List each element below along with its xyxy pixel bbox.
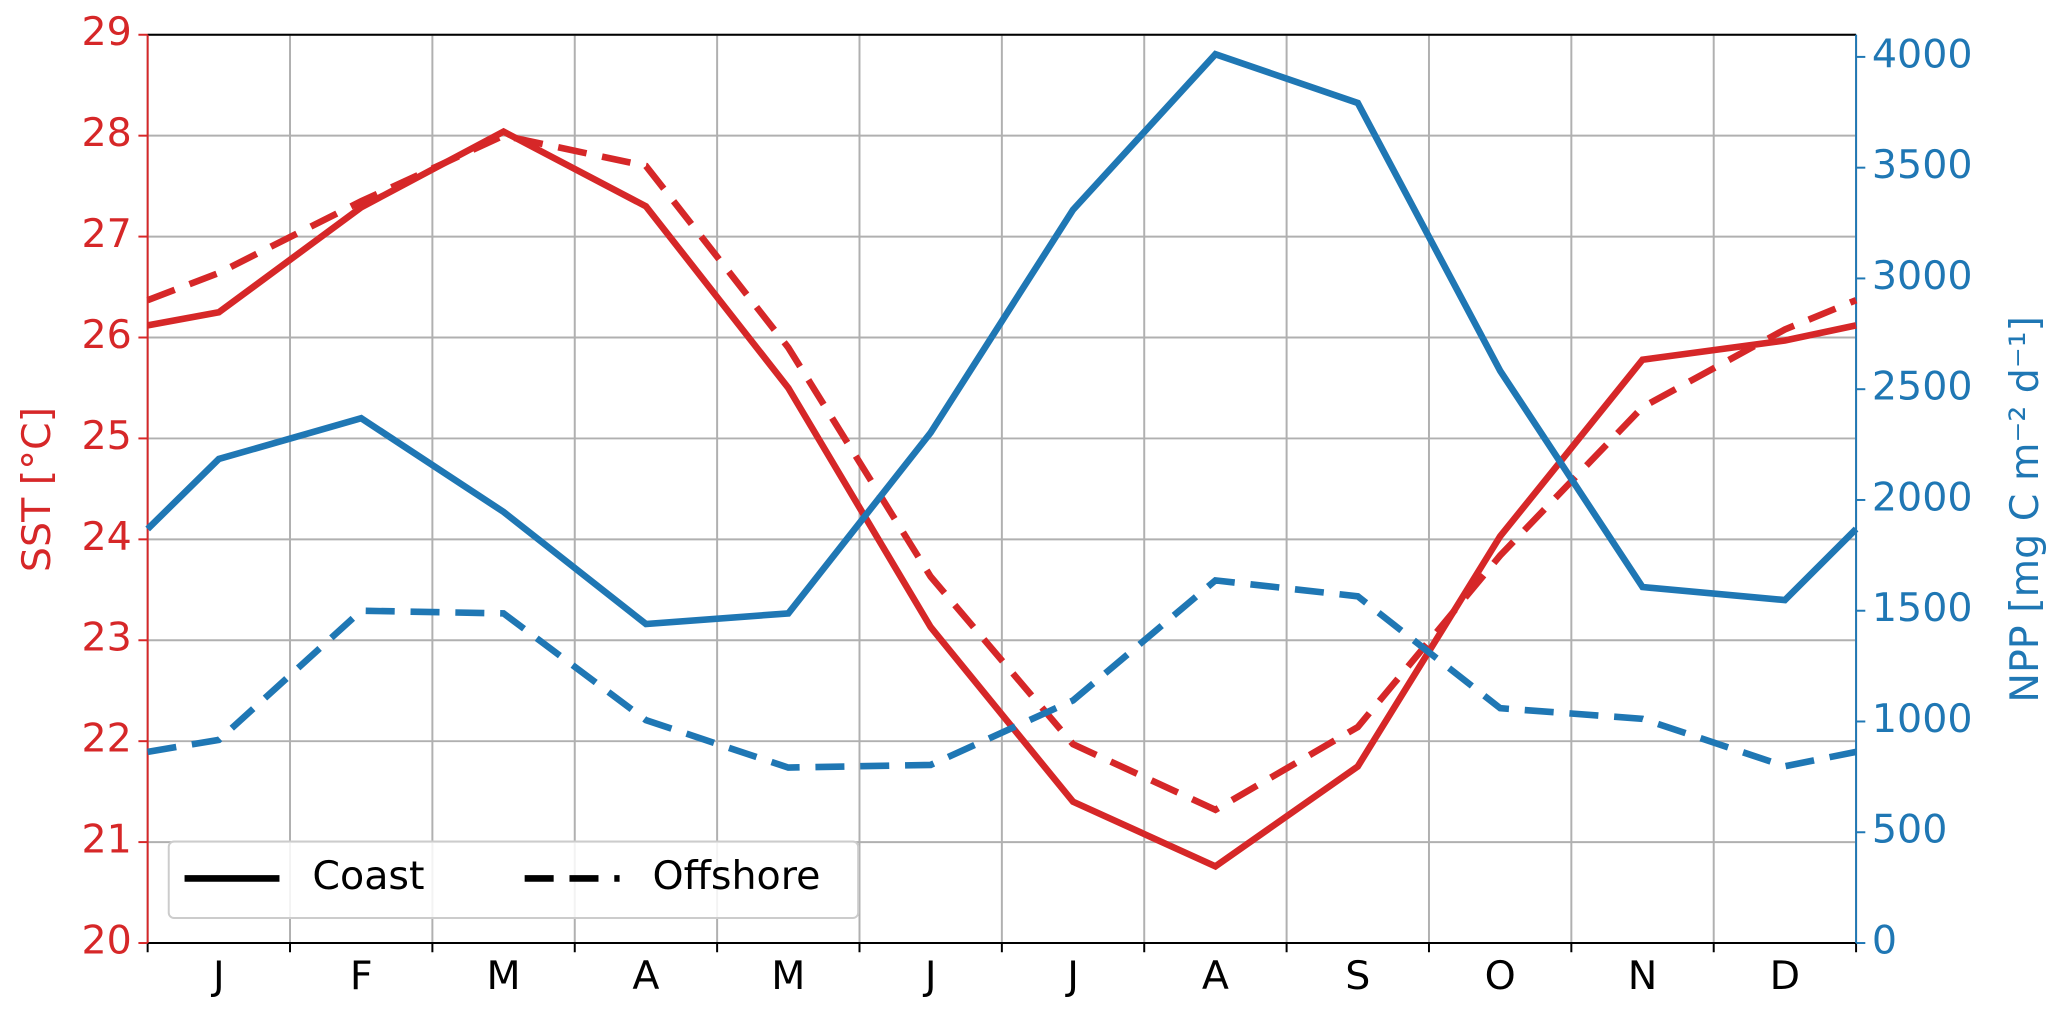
y2-tick-label: 4000 <box>1872 31 1973 77</box>
y2-tick-label: 0 <box>1872 918 1897 964</box>
y-tick-label: 25 <box>82 413 132 459</box>
line-series <box>146 132 1858 814</box>
y-tick-label: 27 <box>82 211 132 257</box>
y-tick-label: 24 <box>82 514 132 560</box>
x-tick-label: S <box>1345 953 1370 999</box>
x-tick-label: N <box>1628 953 1658 999</box>
y2-tick-label: 2500 <box>1872 364 1973 410</box>
x-tick-label: D <box>1770 953 1800 999</box>
y-tick-label: 20 <box>82 918 132 964</box>
legend-label: Coast <box>312 853 424 899</box>
line-series <box>147 576 1857 771</box>
x-tick-label: O <box>1485 953 1516 999</box>
y-axis-label: SST [°C] <box>14 407 60 572</box>
x-tick-label: J <box>1064 953 1079 999</box>
line-series <box>147 127 1857 871</box>
y2-tick-label: 3500 <box>1872 142 1973 188</box>
x-tick-label: J <box>922 953 937 999</box>
legend-label: Offshore <box>653 853 821 899</box>
y2-tick-label: 2000 <box>1872 474 1973 520</box>
x-tick-label: M <box>771 953 805 999</box>
x-tick-label: J <box>210 953 225 999</box>
y-tick-label: 26 <box>82 312 132 358</box>
y-tick-label: 28 <box>82 110 132 156</box>
y2-tick-label: 1500 <box>1872 585 1973 631</box>
y-tick-label: 23 <box>82 615 132 661</box>
y2-tick-label: 500 <box>1872 807 1947 853</box>
line-series <box>145 50 1859 628</box>
legend-box <box>167 840 860 919</box>
y2-tick-label: 1000 <box>1872 696 1973 742</box>
y2-axis-label: NPP [mg C m⁻² d⁻¹] <box>2002 316 2048 703</box>
x-tick-label: M <box>487 953 521 999</box>
x-tick-label: F <box>350 953 373 999</box>
y-tick-label: 22 <box>82 716 132 762</box>
x-tick-label: A <box>632 953 659 999</box>
y2-tick-label: 3000 <box>1872 253 1973 299</box>
x-tick-label: A <box>1202 953 1229 999</box>
legend: Coast Offshore <box>167 840 860 919</box>
y-tick-label: 21 <box>82 817 132 863</box>
y-tick-label: 29 <box>82 9 132 55</box>
